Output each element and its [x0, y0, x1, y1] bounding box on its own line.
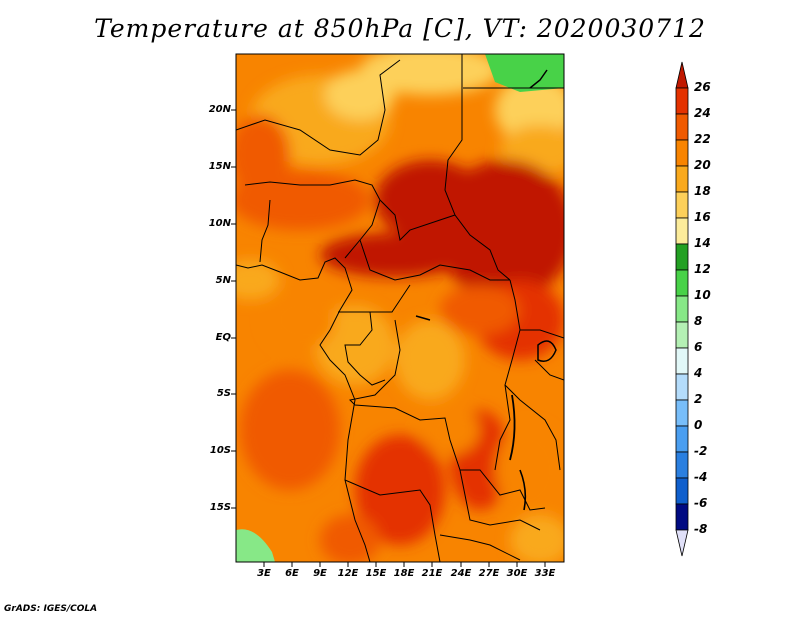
lon-label: 30E [506, 568, 528, 579]
grads-credit: GrADS: IGES/COLA [4, 604, 98, 614]
lon-label: 15E [365, 568, 387, 579]
colorbar-label: 12 [694, 262, 711, 276]
lon-label: 27E [478, 568, 500, 579]
colorbar-label: 8 [694, 314, 703, 328]
lon-label: 9E [313, 568, 327, 579]
map-title: Temperature at 850hPa [C], VT: 202003071… [94, 14, 706, 43]
lon-label: 6E [285, 568, 299, 579]
lon-label: 18E [393, 568, 415, 579]
colorbar-label: 2 [694, 392, 703, 406]
lat-label: 20N [208, 104, 231, 115]
colorbar [675, 61, 689, 557]
colorbar-label: -4 [694, 470, 708, 484]
map-frame [235, 53, 565, 563]
axis-ticks [231, 109, 546, 567]
lon-label: 3E [257, 568, 271, 579]
colorbar-label: 16 [694, 210, 711, 224]
colorbar-label: -8 [694, 522, 708, 536]
colorbar-label: 4 [694, 366, 703, 380]
colorbar-label: 10 [694, 288, 711, 302]
colorbar-bottom-arrow [675, 529, 689, 557]
lon-label: 33E [534, 568, 556, 579]
lat-label: 5N [215, 275, 231, 286]
colorbar-label: 26 [694, 80, 711, 94]
lon-label: 12E [337, 568, 359, 579]
lat-label: 10S [209, 445, 231, 456]
lon-label: 24E [450, 568, 472, 579]
colorbar-label: 24 [694, 106, 711, 120]
lat-label: 5S [216, 388, 231, 399]
colorbar-label: 14 [694, 236, 711, 250]
temperature-field [236, 54, 564, 562]
lat-label: 10N [208, 218, 231, 229]
colorbar-label: 22 [694, 132, 711, 146]
colorbar-label: 20 [694, 158, 711, 172]
lat-label: EQ [215, 332, 231, 343]
colorbar-label: 6 [694, 340, 703, 354]
colorbar-label: 0 [694, 418, 703, 432]
lat-label: 15S [209, 502, 231, 513]
colorbar-label: -6 [694, 496, 708, 510]
country-borders [236, 54, 564, 562]
lat-label: 15N [208, 161, 231, 172]
lon-label: 21E [421, 568, 443, 579]
colorbar-top-arrow [675, 61, 689, 89]
colorbar-label: -2 [694, 444, 708, 458]
colorbar-label: 18 [694, 184, 711, 198]
